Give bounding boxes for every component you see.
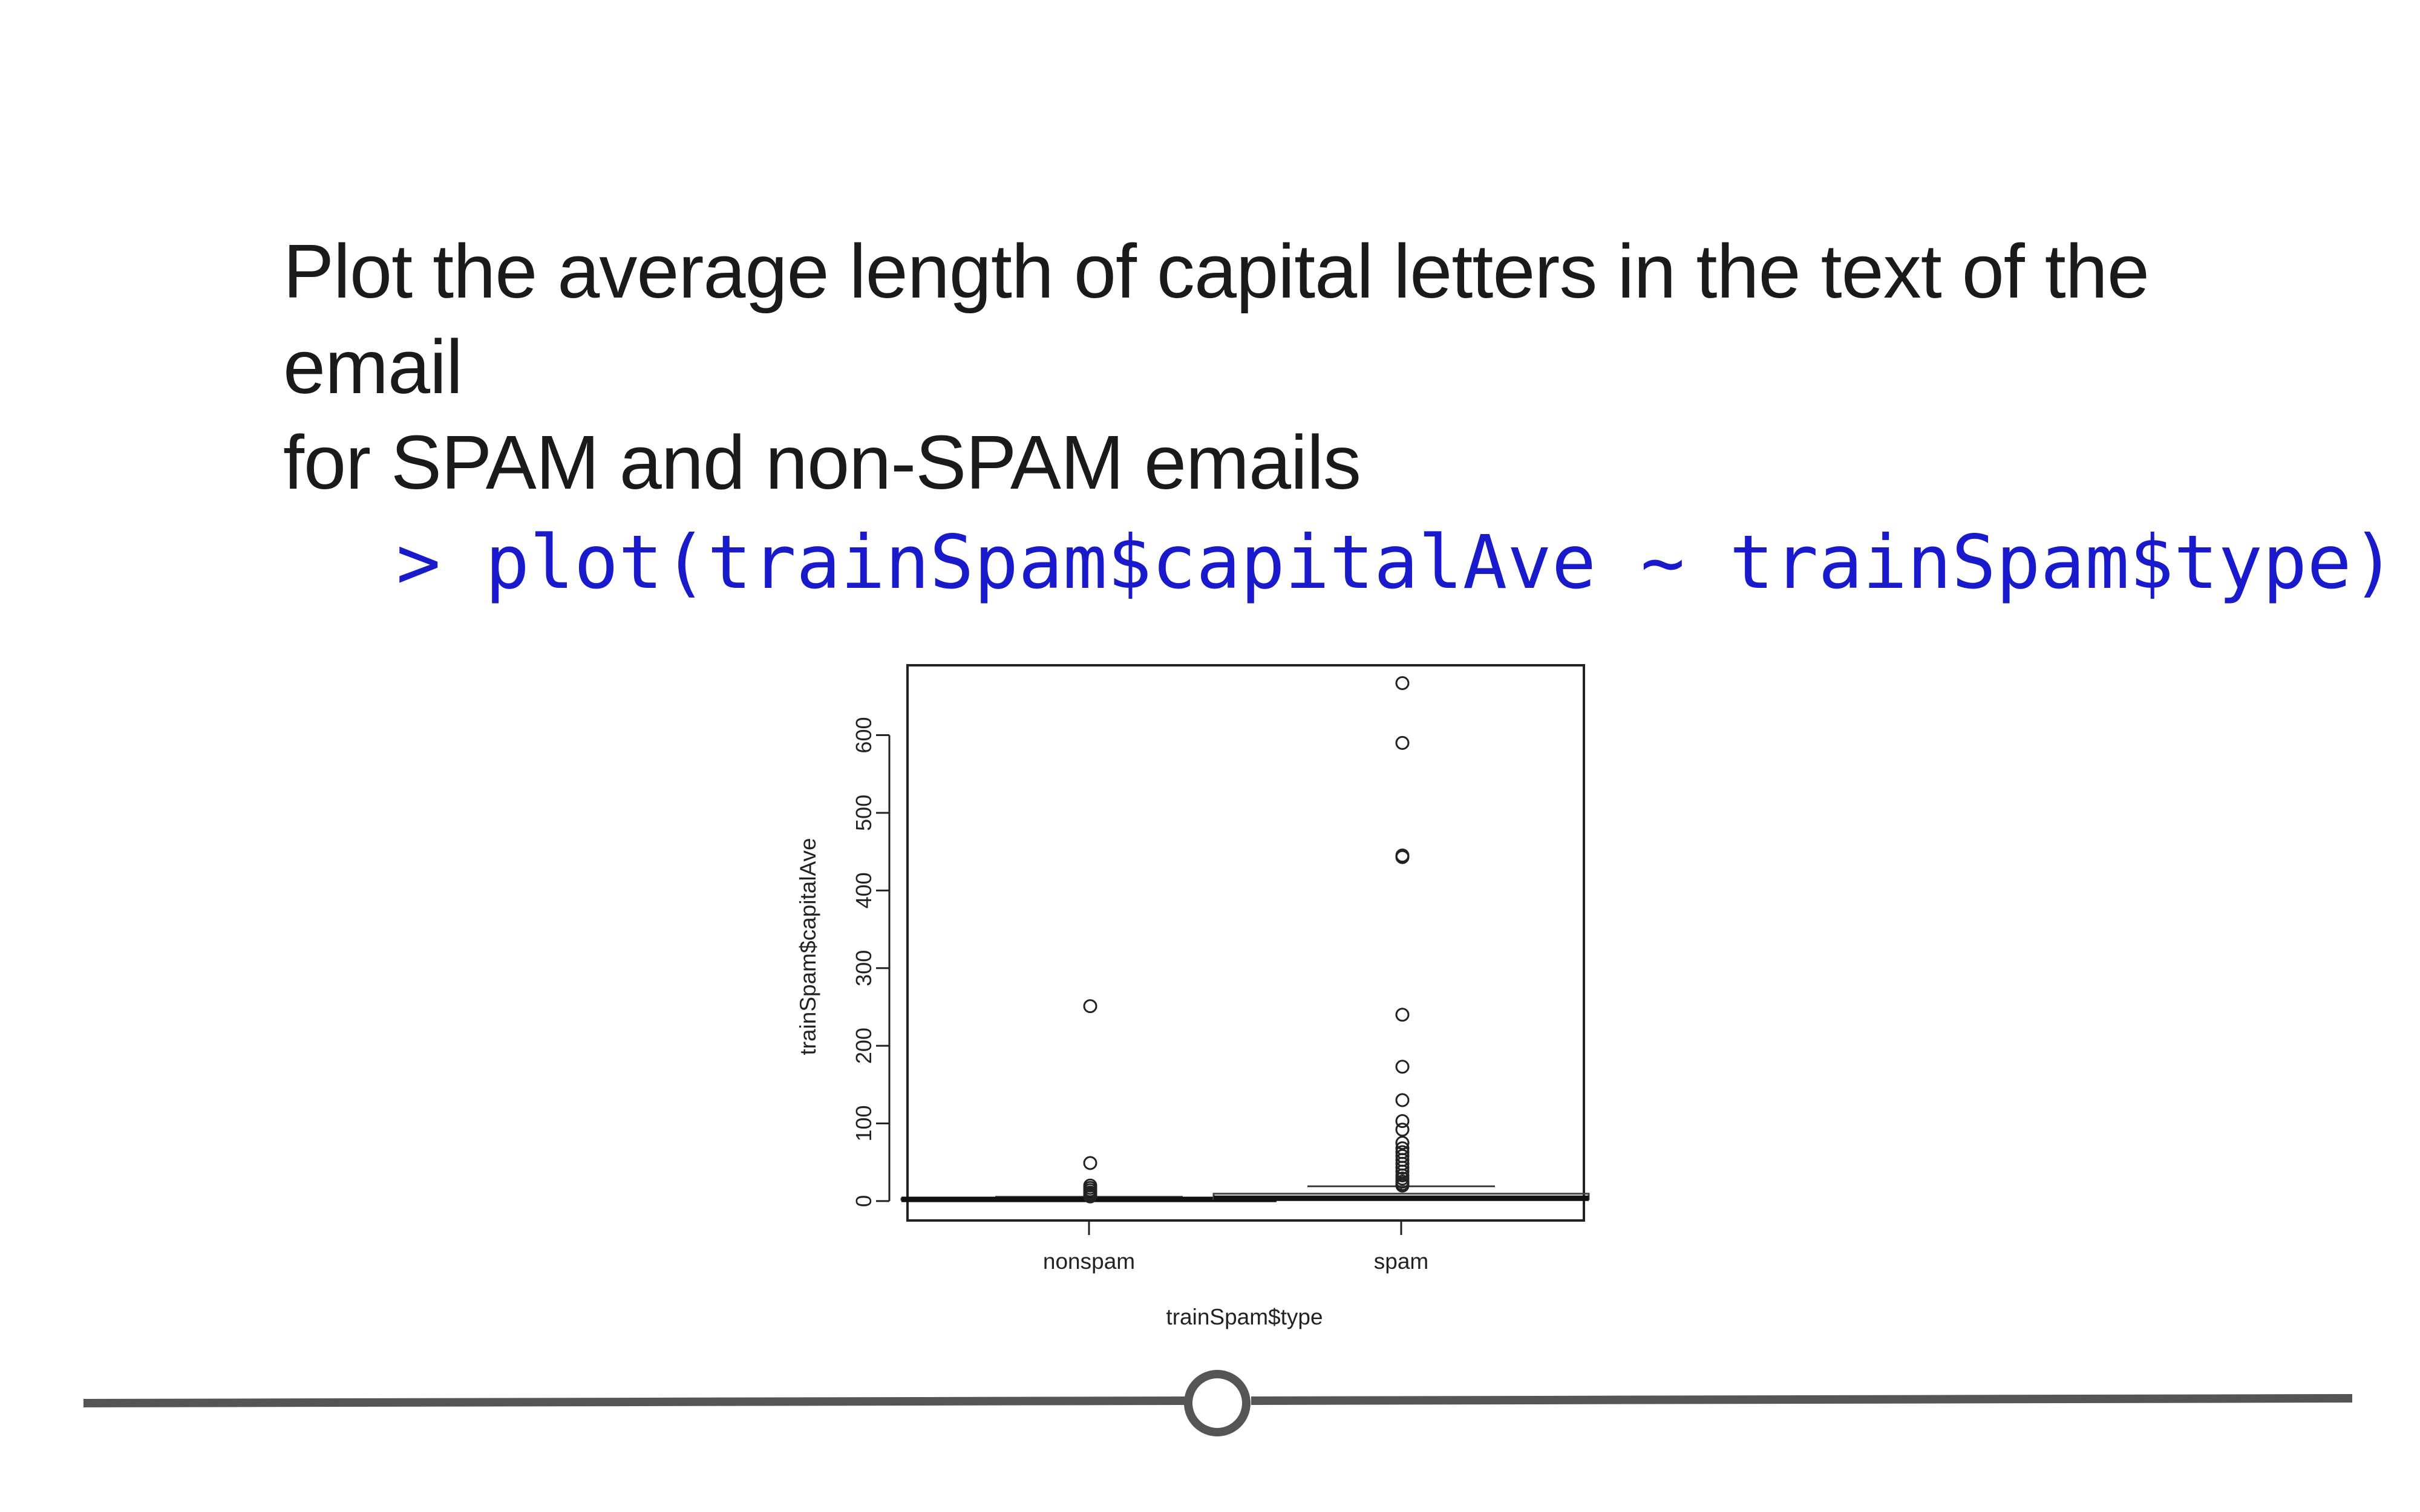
outlier-point [1083,1189,1097,1204]
y-tick-label: 0 [851,1195,876,1207]
y-tick-label: 200 [851,1028,876,1064]
y-tick-label: 500 [851,795,876,831]
x-tick-label: spam [1374,1249,1428,1274]
y-axis: 0 100 200 300 400 500 600 [851,717,891,1207]
r-code-line: > plot(trainSpam$capitalAve ~ trainSpam$… [396,520,2396,605]
y-tick-label: 300 [851,950,876,986]
outlier-point [1395,1060,1410,1074]
outlier-point [1395,1008,1410,1022]
x-axis: nonspam spam [1043,1220,1428,1274]
outlier-point [1395,1093,1410,1107]
box-series [900,676,1590,1204]
boxplot-chart: 0 100 200 300 400 500 600 nonspam spam trainSpa… [796,664,1590,1329]
outlier-point [1395,1178,1410,1193]
rule-right [1251,1394,2353,1405]
rule-left [83,1396,1185,1407]
outlier-point [1395,676,1410,691]
y-tick-label: 400 [851,872,876,908]
outlier-point [1395,1161,1410,1175]
y-tick-label: 600 [851,717,876,754]
slide-title-line-1: Plot the average length of capital lette… [283,229,2150,409]
slide-title: Plot the average length of capital lette… [283,224,2340,510]
box-spam [1212,676,1590,1201]
outlier-point [1083,1156,1097,1170]
outlier-point [1395,1114,1410,1129]
x-axis-label: trainSpam$type [1166,1305,1323,1329]
y-tick-label: 100 [851,1105,876,1141]
outlier-point [1395,850,1410,864]
slide-title-line-2: for SPAM and non-SPAM emails [283,420,1361,505]
x-tick-label: nonspam [1043,1249,1135,1274]
outlier-point [1395,735,1410,750]
y-axis-label: trainSpam$capitalAve [796,838,820,1055]
progress-marker [1184,1370,1251,1436]
outlier-point [1395,1123,1410,1137]
plot-frame [906,664,1585,1222]
outlier-point [1395,1136,1410,1150]
outlier-point [1083,999,1097,1014]
